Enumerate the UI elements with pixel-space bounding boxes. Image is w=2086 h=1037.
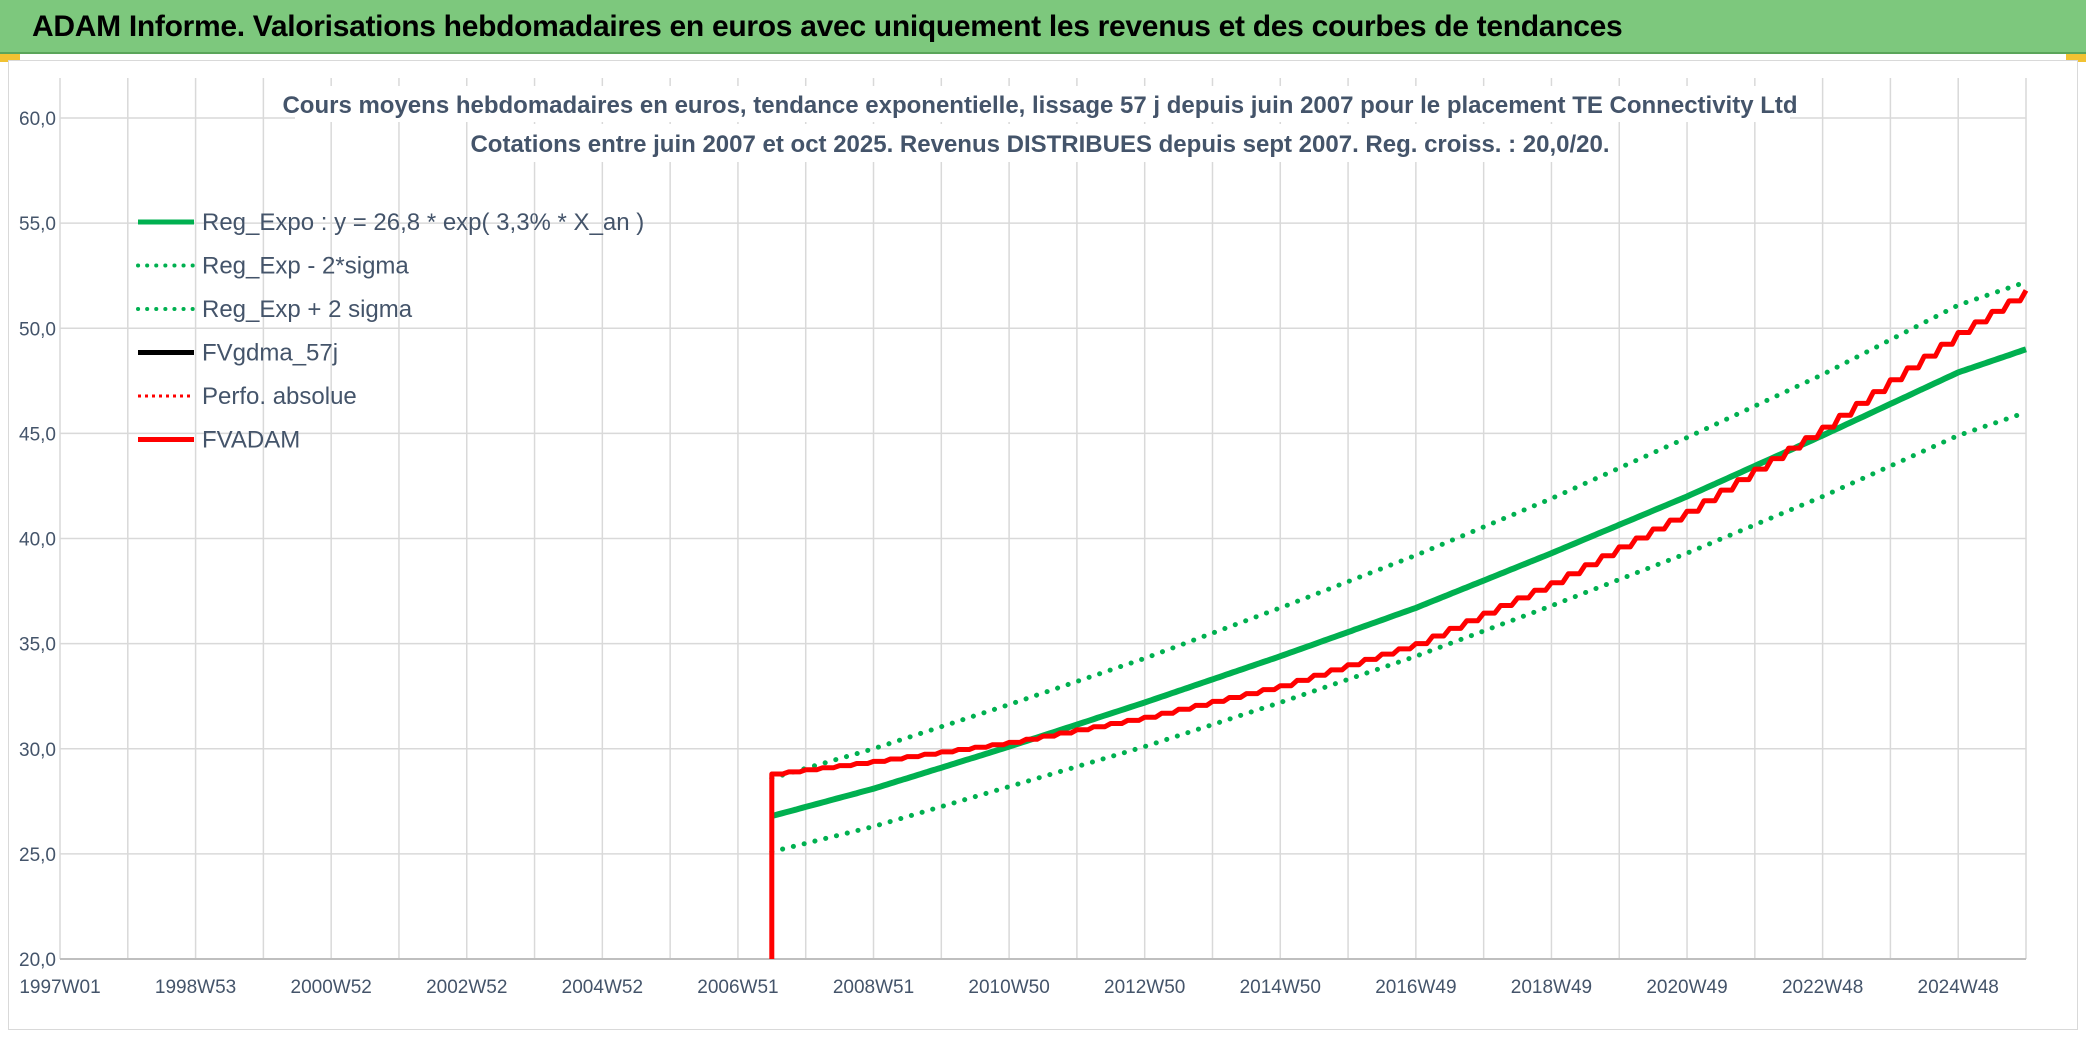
x-tick-label: 2018W49 (1511, 977, 1592, 998)
legend: Reg_Expo : y = 26,8 * exp( 3,3% * X_an )… (136, 209, 644, 454)
y-tick-label: 50,0 (19, 319, 56, 340)
corner-marker-left (0, 54, 20, 62)
series-line-4 (770, 289, 2028, 959)
legend-label: Perfo. absolue (202, 383, 357, 410)
y-tick-label: 40,0 (19, 530, 56, 551)
y-tick-label: 55,0 (19, 214, 56, 235)
y-tick-label: 20,0 (19, 950, 56, 971)
series-line-2 (769, 279, 2029, 781)
chart-title: Cours moyens hebdomadaires en euros, ten… (282, 92, 1797, 119)
series-line-1 (769, 409, 2029, 855)
legend-label: FVADAM (202, 427, 300, 454)
report-title: ADAM Informe. Valorisations hebdomadaire… (32, 10, 1623, 43)
x-tick-label: 2024W48 (1918, 977, 1999, 998)
y-tick-label: 30,0 (19, 740, 56, 761)
x-tick-label: 2002W52 (426, 977, 507, 998)
legend-label: Reg_Expo : y = 26,8 * exp( 3,3% * X_an ) (202, 209, 644, 236)
legend-label: Reg_Exp - 2*sigma (202, 253, 409, 280)
legend-label: Reg_Exp + 2 sigma (202, 296, 413, 323)
y-tick-label: 25,0 (19, 845, 56, 866)
x-tick-label: 2010W50 (968, 977, 1049, 998)
x-tick-label: 2004W52 (562, 977, 643, 998)
chart-titles: Cours moyens hebdomadaires en euros, ten… (282, 86, 1798, 162)
x-tick-label: 1998W53 (155, 977, 236, 998)
x-tick-label: 2022W48 (1782, 977, 1863, 998)
x-tick-label: 1997W01 (19, 977, 100, 998)
report-banner: ADAM Informe. Valorisations hebdomadaire… (0, 0, 2086, 54)
axis-labels: 20,0 25,0 30,0 35,0 40,0 45,0 50,0 55,0 60,0 1997… (19, 109, 1999, 998)
series-line-5 (769, 289, 2029, 959)
chart-panel (8, 60, 2078, 1030)
chart-subtitle: Cotations entre juin 2007 et oct 2025. R… (470, 131, 1609, 158)
x-tick-label: 2020W49 (1646, 977, 1727, 998)
grid-lines (59, 78, 2027, 960)
x-tick-label: 2000W52 (291, 977, 372, 998)
legend-label: FVgdma_57j (202, 340, 338, 367)
corner-marker-right (2066, 54, 2086, 62)
x-tick-label: 2012W50 (1104, 977, 1185, 998)
x-tick-label: 2006W51 (697, 977, 778, 998)
y-tick-label: 45,0 (19, 424, 56, 445)
series-lines (769, 279, 2029, 959)
y-tick-label: 35,0 (19, 635, 56, 656)
x-tick-label: 2016W49 (1375, 977, 1456, 998)
title-backdrop (295, 86, 1790, 122)
subtitle-backdrop (470, 124, 1615, 162)
x-tick-label: 2008W51 (833, 977, 914, 998)
x-tick-label: 2014W50 (1240, 977, 1321, 998)
y-tick-label: 60,0 (19, 109, 56, 130)
